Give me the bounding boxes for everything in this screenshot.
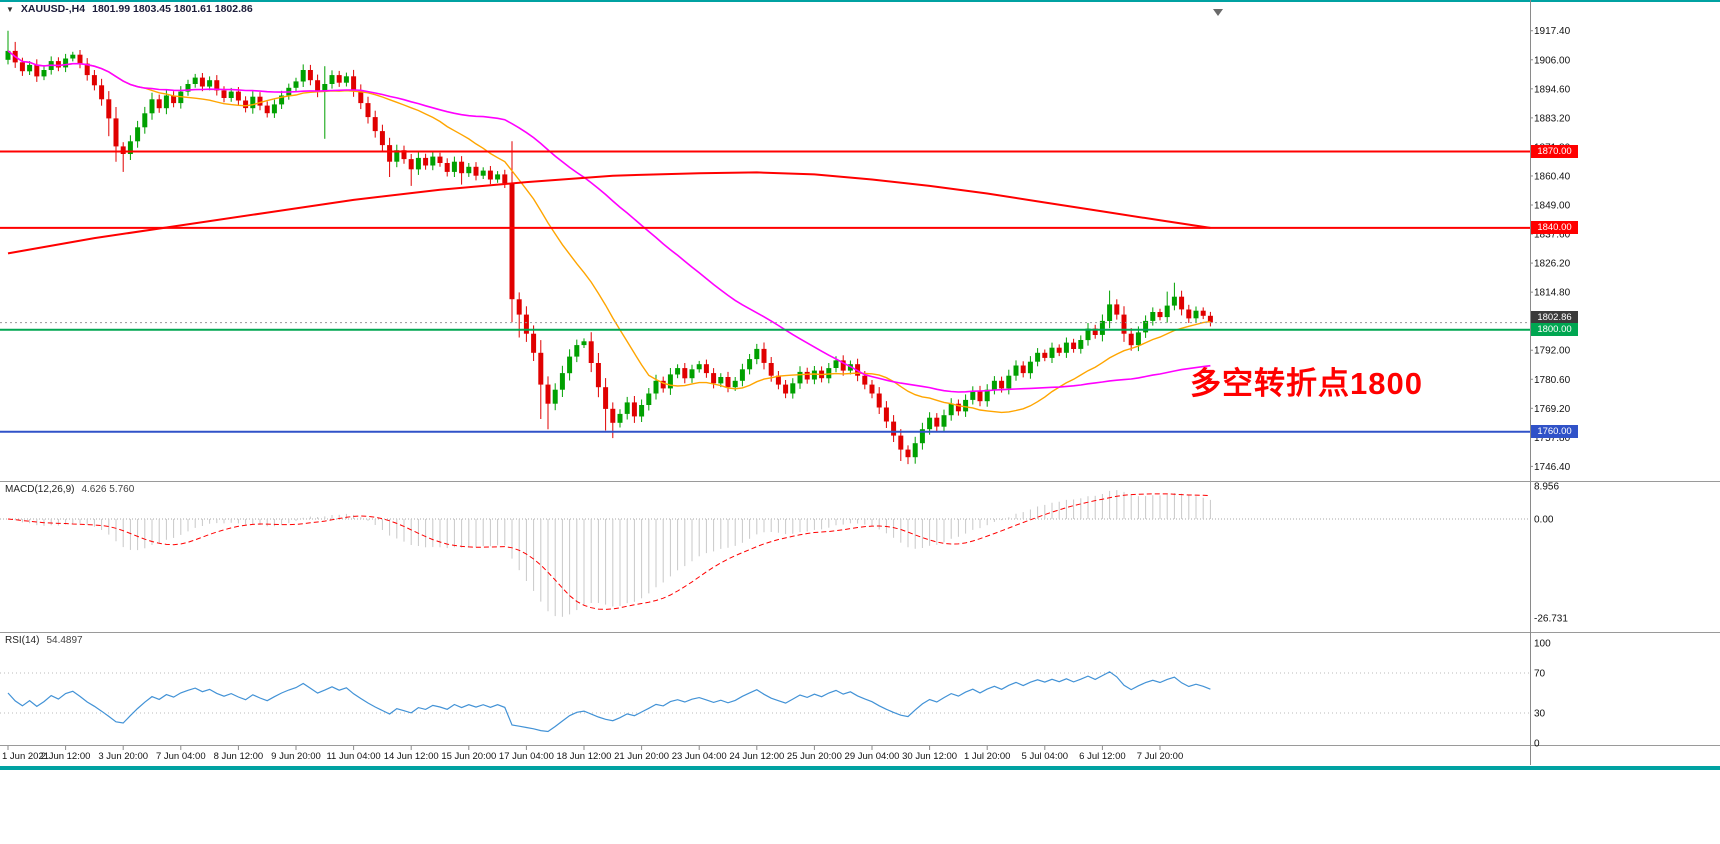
ma-mid-line <box>7 50 1211 393</box>
rsi-value: 54.4897 <box>46 635 83 646</box>
time-tick-label: 1 Jun 2021 <box>2 751 49 762</box>
rsi-tick-label: 0 <box>1534 739 1540 750</box>
window-bottom-accent-bar <box>0 766 1720 770</box>
time-tick-label: 6 Jul 12:00 <box>1079 751 1125 762</box>
time-tick-label: 23 Jun 04:00 <box>672 751 727 762</box>
macd-tick-label: -26.731 <box>1534 613 1568 624</box>
rsi-indicator-label: RSI(14) 54.4897 <box>5 635 83 646</box>
rsi-name: RSI(14) <box>5 635 40 646</box>
symbol-menu-icon[interactable]: ▼ <box>6 4 14 14</box>
time-tick-label: 29 Jun 04:00 <box>845 751 900 762</box>
time-tick-label: 30 Jun 12:00 <box>902 751 957 762</box>
window-top-accent-bar <box>0 0 1720 2</box>
time-tick-label: 24 Jun 12:00 <box>729 751 784 762</box>
price-tick-label: 1746.40 <box>1534 462 1571 473</box>
price-tick-label: 1917.40 <box>1534 26 1571 37</box>
rsi-pane[interactable] <box>0 671 1530 733</box>
macd-tick-label: 0.00 <box>1534 515 1554 526</box>
chart-shift-marker-icon[interactable] <box>1213 9 1223 16</box>
price-tick-label: 1849.00 <box>1534 201 1571 212</box>
chart-ohlc-readout: 1801.99 1803.45 1801.61 1802.86 <box>92 3 253 15</box>
time-tick-label: 7 Jul 20:00 <box>1137 751 1183 762</box>
chart-annotation-text[interactable]: 多空转折点1800 <box>1190 366 1423 401</box>
time-tick-label: 1 Jul 20:00 <box>964 751 1010 762</box>
price-tick-label: 1803.40 <box>1534 317 1571 328</box>
macd-name: MACD(12,26,9) <box>5 484 75 495</box>
time-tick-label: 18 Jun 12:00 <box>557 751 612 762</box>
time-tick-label: 2 Jun 12:00 <box>41 751 91 762</box>
time-tick-label: 15 Jun 20:00 <box>441 751 496 762</box>
time-tick-label: 7 Jun 04:00 <box>156 751 206 762</box>
macd-values: 4.626 5.760 <box>81 484 135 495</box>
chart-title-bar: ▼ XAUUSD-,H4 1801.99 1803.45 1801.61 180… <box>6 3 253 15</box>
rsi-tick-label: 70 <box>1534 669 1546 680</box>
rsi-tick-label: 30 <box>1534 709 1546 720</box>
rsi-tick-label: 100 <box>1534 639 1551 650</box>
price-axis[interactable]: 1917.40 1906.00 1894.60 1883.20 1871.80 1860.… <box>1530 0 1571 765</box>
ma-fast-line <box>7 50 1211 414</box>
time-tick-label: 21 Jun 20:00 <box>614 751 669 762</box>
time-tick-label: 5 Jul 04:00 <box>1022 751 1068 762</box>
time-tick-label: 3 Jun 20:00 <box>98 751 148 762</box>
time-tick-label: 17 Jun 04:00 <box>499 751 554 762</box>
chart-symbol-period: XAUUSD-,H4 <box>20 3 86 15</box>
price-tick-label: 1814.80 <box>1534 288 1571 299</box>
macd-indicator-label: MACD(12,26,9) 4.626 5.760 <box>5 484 134 495</box>
time-tick-label: 9 Jun 20:00 <box>271 751 321 762</box>
price-tick-label: 1883.20 <box>1534 113 1571 124</box>
macd-signal-line <box>7 493 1211 610</box>
price-tick-label: 1780.60 <box>1534 375 1571 386</box>
time-tick-label: 14 Jun 12:00 <box>384 751 439 762</box>
price-tick-label: 1860.40 <box>1534 172 1571 183</box>
rsi-line <box>7 671 1211 733</box>
chart-canvas[interactable]: 1917.40 1906.00 1894.60 1883.20 1871.80 1860.… <box>0 0 1720 772</box>
macd-tick-label: 8.956 <box>1534 481 1559 492</box>
price-tick-label: 1837.60 <box>1534 230 1571 241</box>
price-tick-label: 1792.00 <box>1534 346 1571 357</box>
price-tick-label: 1871.80 <box>1534 142 1571 153</box>
candles[interactable] <box>5 30 1213 465</box>
price-pane[interactable] <box>5 30 1213 465</box>
price-tick-label: 1906.00 <box>1534 55 1571 66</box>
ma-slow-line <box>7 171 1211 255</box>
time-tick-label: 11 Jun 04:00 <box>326 751 380 762</box>
price-tick-label: 1769.20 <box>1534 404 1571 415</box>
price-tick-label: 1757.80 <box>1534 433 1571 444</box>
time-tick-label: 25 Jun 20:00 <box>787 751 842 762</box>
price-tick-label: 1894.60 <box>1534 84 1571 95</box>
macd-pane[interactable] <box>0 490 1530 617</box>
time-tick-label: 8 Jun 12:00 <box>214 751 264 762</box>
price-tick-label: 1826.20 <box>1534 259 1571 270</box>
